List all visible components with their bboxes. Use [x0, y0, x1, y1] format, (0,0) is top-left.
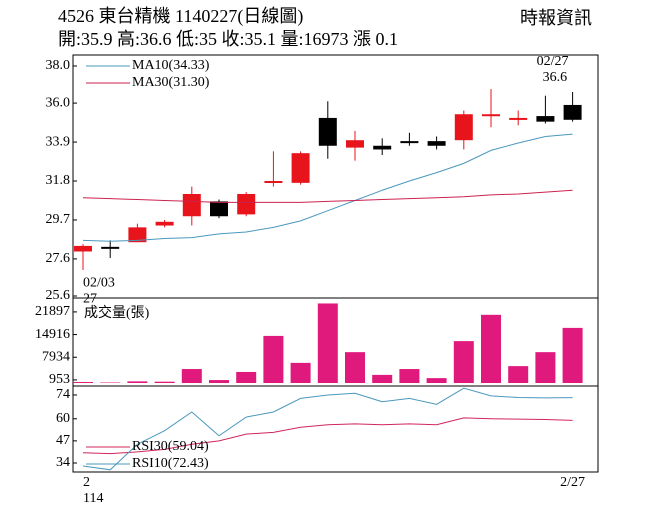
- volume-bar: [535, 352, 556, 383]
- volume-bar: [263, 335, 284, 383]
- volume-bar: [399, 369, 420, 383]
- series-line: [82, 387, 573, 471]
- candle-body: [74, 245, 92, 252]
- quote: 開:35.9 高:36.6 低:35 收:35.1 量:16973 漲 0.1: [58, 29, 398, 49]
- series-line: [82, 417, 573, 455]
- volume-bar: [426, 378, 447, 383]
- annotation-value: 27: [83, 291, 97, 306]
- volume-bar: [481, 314, 501, 383]
- candle-body: [427, 141, 446, 146]
- volume-bar: [154, 381, 175, 383]
- candle-body: [509, 117, 528, 120]
- series-line: [82, 189, 573, 203]
- legend-label: MA30(31.30): [132, 75, 210, 90]
- y-tick-label: 33.9: [46, 134, 71, 149]
- volume-bar: [317, 303, 338, 383]
- y-tick-label: 27.6: [46, 251, 71, 266]
- volume-bar: [127, 381, 148, 383]
- x-tick-label: 2: [83, 475, 90, 490]
- legend-label: MA10(34.33): [132, 58, 210, 73]
- volume-bar: [562, 327, 583, 383]
- y-tick-label: 7934: [42, 349, 70, 364]
- annotation-date: 02/27: [537, 54, 569, 69]
- candle-body: [454, 114, 473, 141]
- y-tick-label: 31.8: [46, 173, 71, 188]
- panel-title: 成交量(張): [84, 304, 150, 321]
- y-tick-label: 74: [56, 387, 70, 402]
- chart-title: 4526 東台精機 1140227(日線圖): [58, 6, 303, 27]
- y-tick-label: 34: [56, 455, 70, 470]
- candle-body: [182, 193, 201, 217]
- candle-body: [536, 116, 555, 122]
- volume-bar: [290, 362, 311, 383]
- y-tick-label: 36.0: [46, 95, 71, 110]
- candle-body: [482, 114, 500, 117]
- y-tick-label: 21897: [35, 304, 70, 319]
- y-tick-label: 60: [56, 411, 70, 426]
- legend-label: RSI10(72.43): [132, 456, 209, 471]
- y-tick-label: 29.7: [46, 212, 71, 227]
- annotation-value: 36.6: [543, 70, 568, 85]
- candle-body: [373, 145, 392, 150]
- candle-body: [346, 140, 364, 148]
- volume-bar: [508, 366, 529, 383]
- candle-body: [291, 153, 310, 183]
- candle-body: [237, 193, 256, 215]
- candle-body: [101, 246, 120, 249]
- candle-body: [210, 201, 228, 217]
- candle-body: [318, 117, 337, 146]
- volume-bar: [209, 380, 229, 383]
- y-tick-label: 38.0: [46, 58, 71, 73]
- candle-body: [400, 141, 419, 144]
- candle-body: [563, 104, 582, 120]
- volume-bar: [181, 369, 202, 383]
- volume-bar: [372, 374, 393, 383]
- y-tick-label: 25.6: [46, 288, 71, 303]
- legend-label: RSI30(59.04): [132, 439, 209, 454]
- candle-body: [128, 227, 147, 243]
- volume-bar: [73, 382, 93, 383]
- x-tick-label: 2/27: [560, 475, 585, 490]
- volume-bar: [345, 352, 365, 383]
- annotation-date: 02/03: [83, 275, 115, 290]
- candle-body: [155, 221, 174, 226]
- frame: [72, 54, 599, 473]
- candle-body: [264, 181, 283, 183]
- volume-bar: [236, 371, 257, 383]
- volume-bar: [453, 341, 474, 383]
- x-sublabel: 114: [83, 491, 103, 506]
- series-line: [82, 133, 573, 242]
- y-tick-label: 14916: [35, 327, 70, 342]
- y-tick-label: 953: [49, 372, 70, 387]
- source: 時報資訊: [520, 8, 592, 28]
- y-tick-label: 47: [56, 433, 70, 448]
